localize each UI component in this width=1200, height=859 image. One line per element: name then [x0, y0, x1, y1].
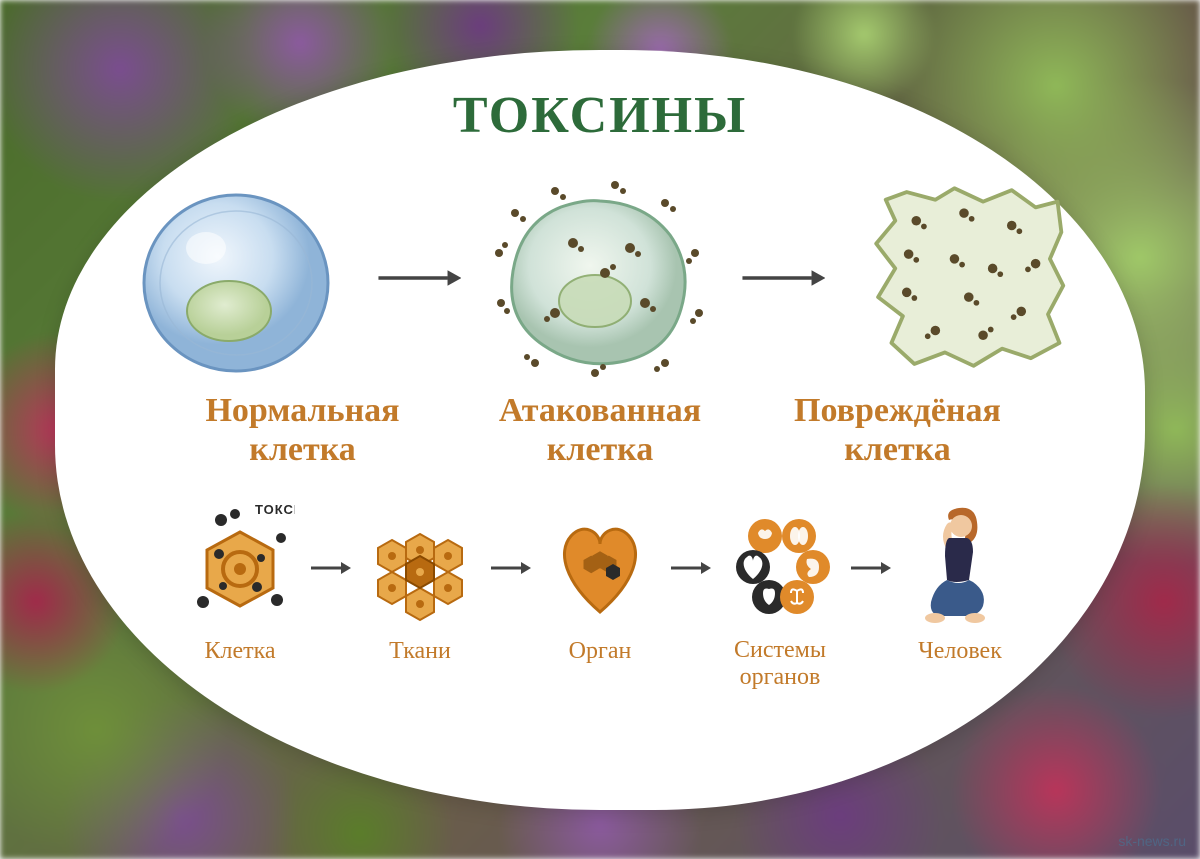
- human-icon: [905, 502, 1015, 632]
- cell-label-normal: Нормальная клетка: [154, 391, 451, 469]
- cell-damaged: [843, 173, 1085, 383]
- cell-label-damaged: Повреждёная клетка: [749, 391, 1046, 469]
- hier-systems: Системы органов: [725, 501, 835, 690]
- hier-cell: ТОКСИНЫ Клетка: [185, 502, 295, 690]
- cell-label-attacked: Атакованная клетка: [451, 391, 748, 469]
- normal-cell-icon: [121, 173, 351, 383]
- arrow-small-icon: [489, 559, 531, 577]
- hierarchy-row: ТОКСИНЫ Клетка: [115, 501, 1085, 690]
- arrow-small-icon: [309, 559, 351, 577]
- hier-human: Человек: [905, 502, 1015, 690]
- cell-label-line: Атакованная: [499, 392, 701, 429]
- organ-heart-icon: [545, 502, 655, 632]
- damaged-cell-icon: [849, 173, 1079, 383]
- cell-normal: [115, 173, 357, 383]
- arrow-icon: [739, 263, 825, 293]
- hier-label: Орган: [569, 638, 632, 690]
- infographic-panel: ТОКСИНЫ: [55, 50, 1145, 810]
- arrow-icon: [375, 263, 461, 293]
- organ-systems-icon: [725, 501, 835, 631]
- tissue-icon: [365, 502, 475, 632]
- labels-row: Нормальная клетка Атакованная клетка Пов…: [154, 391, 1046, 469]
- title: ТОКСИНЫ: [453, 86, 747, 145]
- cells-row: [115, 173, 1085, 383]
- hier-label: Клетка: [204, 638, 275, 690]
- hier-label-line: органов: [740, 664, 821, 690]
- cell-label-line: Нормальная: [205, 392, 399, 429]
- hier-organ: Орган: [545, 502, 655, 690]
- attacked-cell-icon: [485, 173, 715, 383]
- hier-tissue: Ткани: [365, 502, 475, 690]
- arrow-small-icon: [669, 559, 711, 577]
- hier-label-line: Системы: [734, 637, 826, 663]
- cell-attacked: [479, 173, 721, 383]
- cell-label-line: клетка: [249, 431, 356, 468]
- arrow-small-icon: [849, 559, 891, 577]
- toxin-sublabel: ТОКСИНЫ: [255, 502, 295, 517]
- cell-label-line: клетка: [844, 431, 951, 468]
- cell-hexagon-icon: ТОКСИНЫ: [185, 502, 295, 632]
- cell-label-line: Повреждёная: [794, 392, 1001, 429]
- hier-label: Системы органов: [734, 637, 826, 690]
- hier-label: Человек: [918, 638, 1002, 690]
- hier-label: Ткани: [389, 638, 451, 690]
- cell-label-line: клетка: [547, 431, 654, 468]
- watermark: sk-news.ru: [1118, 833, 1186, 849]
